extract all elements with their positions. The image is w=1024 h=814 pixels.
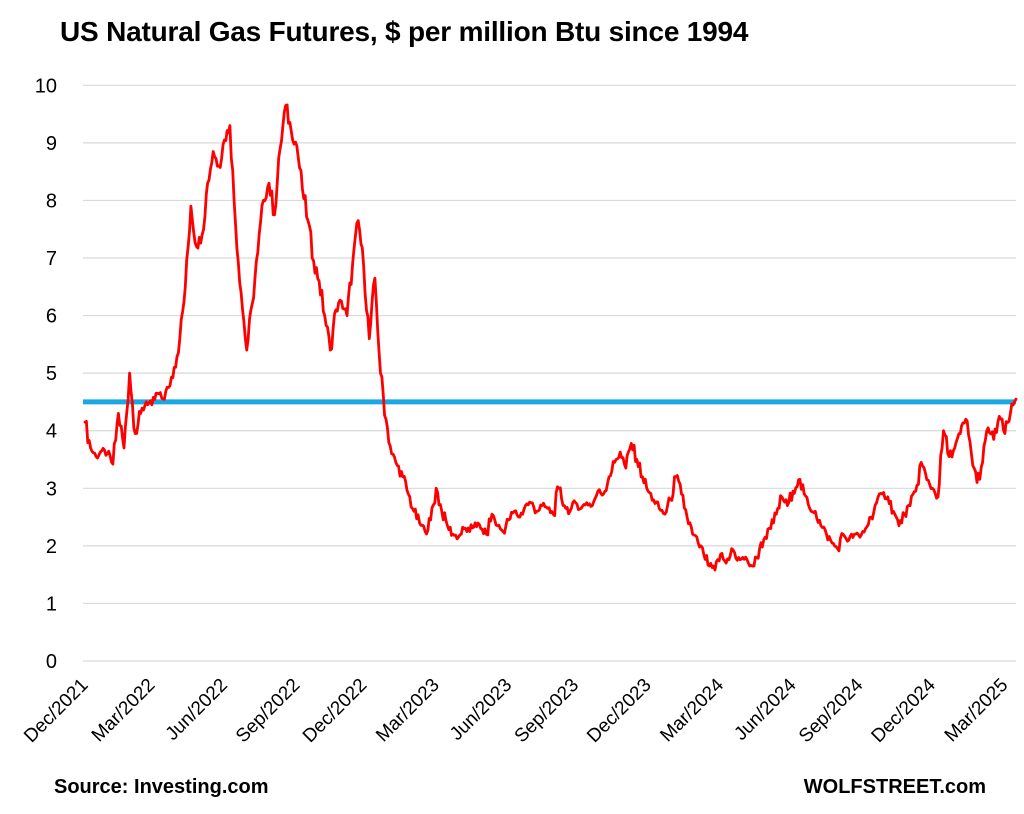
y-axis-tick-label: 6 — [46, 306, 57, 328]
chart-title: US Natural Gas Futures, $ per million Bt… — [60, 16, 749, 47]
y-axis-tick-label: 9 — [46, 133, 57, 155]
x-axis-tick-label: Sep/2023 — [511, 675, 583, 747]
x-axis-tick-label: Sep/2024 — [795, 674, 868, 747]
y-axis-tick-label: 1 — [46, 593, 57, 615]
x-axis-tick-label: Jun/2022 — [162, 675, 232, 745]
x-axis-tick-label: Mar/2022 — [88, 675, 160, 747]
x-axis-tick-label: Dec/2023 — [583, 675, 655, 747]
price-series-line — [83, 103, 1018, 572]
y-axis-tick-label: 8 — [46, 190, 57, 212]
y-axis-tick-label: 7 — [46, 248, 57, 270]
x-axis-tick-label: Dec/2022 — [299, 675, 371, 747]
x-axis-tick-label: Mar/2025 — [941, 675, 1013, 747]
y-axis-tick-label: 0 — [46, 651, 57, 673]
source-credit: Source: Investing.com — [54, 776, 269, 798]
wolfstreet-credit: WOLFSTREET.com — [803, 776, 986, 798]
x-axis-tick-label: Mar/2023 — [372, 675, 444, 747]
y-axis-tick-label: 5 — [46, 363, 57, 385]
x-axis-tick-label: Dec/2024 — [868, 674, 941, 747]
y-axis-tick-label: 3 — [46, 478, 57, 500]
x-axis-tick-label: Dec/2021 — [20, 675, 92, 747]
x-axis-tick-label: Sep/2022 — [232, 675, 304, 747]
x-axis-tick-label: Jun/2023 — [446, 675, 516, 745]
y-axis-tick-label: 10 — [35, 75, 57, 97]
y-axis-tick-label: 4 — [46, 421, 57, 443]
x-axis-tick-label: Jun/2024 — [730, 674, 800, 744]
x-axis-tick-label: Mar/2024 — [656, 674, 728, 746]
y-axis-tick-label: 2 — [46, 536, 57, 558]
